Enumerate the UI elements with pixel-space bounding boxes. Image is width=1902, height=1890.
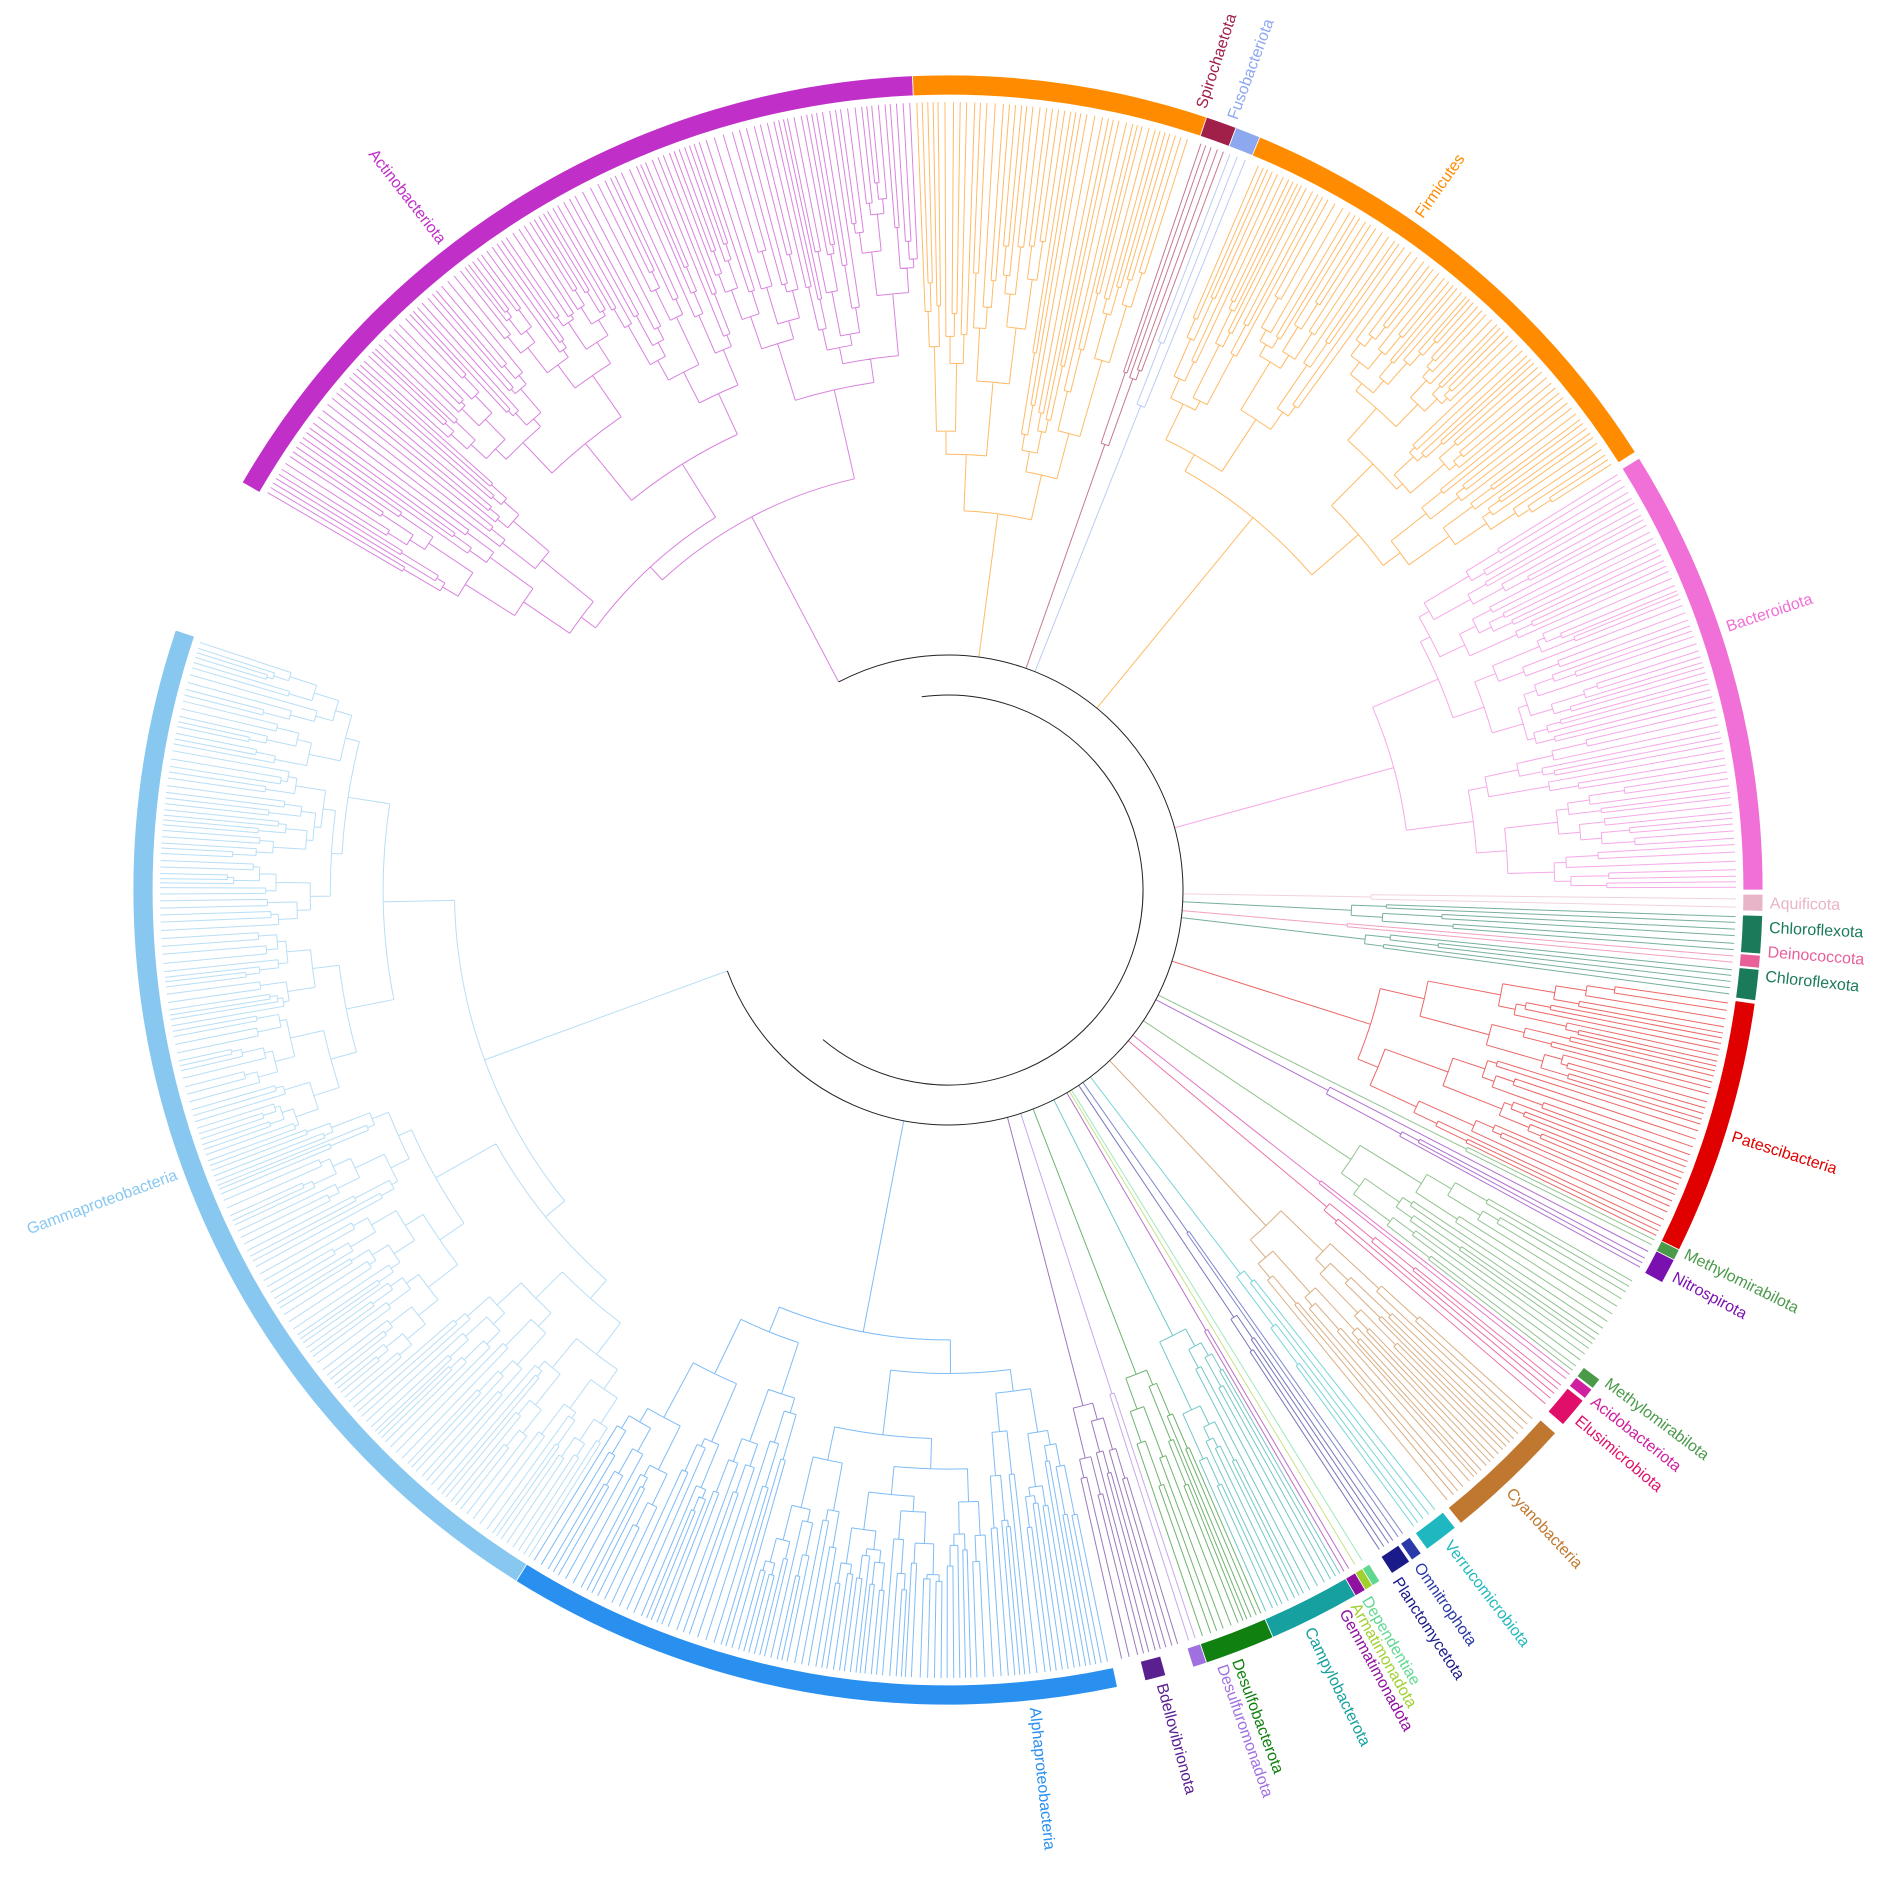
clade-branches <box>1071 1089 1363 1561</box>
clade-branches <box>1096 165 1612 709</box>
clade-branches <box>1143 1020 1633 1371</box>
clade-branches <box>1171 960 1728 1236</box>
clade-branches <box>267 102 918 683</box>
root-arc <box>726 654 1184 1126</box>
tree-branches <box>159 102 1737 1679</box>
clade-branches <box>1174 474 1737 889</box>
clade-ring <box>1568 1376 1593 1400</box>
clade-ring <box>1740 914 1764 955</box>
clade-branches <box>533 1120 1108 1679</box>
clade-branches <box>1020 1113 1196 1641</box>
clade-branches <box>916 102 1188 658</box>
clade-ring <box>1228 127 1261 157</box>
root-arc-inner <box>822 694 1144 1086</box>
clade-branches <box>1127 1040 1562 1405</box>
clade-ring <box>1400 1536 1422 1561</box>
clade-ring <box>1742 893 1764 912</box>
clade-ring <box>1738 953 1761 969</box>
clade-ring <box>1186 1643 1208 1668</box>
clade-branches <box>1157 994 1655 1246</box>
clade-ring <box>1621 457 1764 891</box>
clade-ring <box>132 629 528 1582</box>
clade-ring <box>1139 1655 1167 1682</box>
clade-branches <box>1181 917 1733 995</box>
clade-branches <box>1182 893 1736 908</box>
clade-branches <box>1132 1034 1570 1380</box>
clade-ring <box>1547 1387 1584 1426</box>
clade-branches <box>1109 1060 1533 1501</box>
clade-branches <box>159 641 728 1558</box>
clade-ring <box>1735 967 1760 1002</box>
clade-branches <box>1053 1099 1341 1612</box>
clade-branches <box>1006 1117 1179 1659</box>
clade-ring <box>1380 1544 1411 1575</box>
clade-ring <box>1576 1366 1601 1389</box>
clade-branches <box>1078 1085 1394 1550</box>
clade-branches <box>1066 1092 1350 1572</box>
clade-ring <box>1447 1419 1557 1524</box>
clade-ring <box>1414 1511 1456 1550</box>
clade-branches <box>1068 1090 1356 1565</box>
clade-branches <box>1032 1108 1262 1636</box>
clade-branches <box>1090 1076 1436 1527</box>
clade-branches <box>1182 901 1736 951</box>
clade-ring <box>912 74 1636 464</box>
clade-label: Aquificota <box>1770 896 1841 914</box>
clade-branches <box>1082 1082 1404 1538</box>
clade-branches <box>1155 999 1649 1268</box>
clade-label: Chloroflexota <box>1769 920 1864 941</box>
clade-branches <box>1025 143 1224 669</box>
clade-branches <box>1034 154 1246 672</box>
clade-ring <box>1644 1250 1675 1284</box>
clade-branches <box>1182 910 1734 963</box>
